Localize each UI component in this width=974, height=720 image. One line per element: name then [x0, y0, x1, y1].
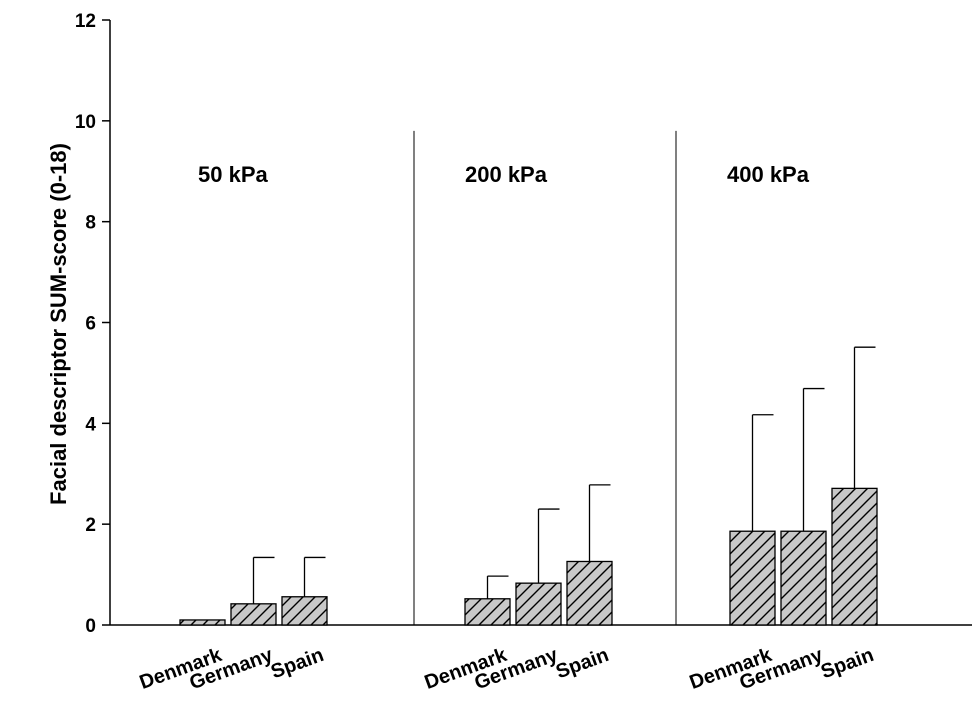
y-tick-label: 8 [85, 213, 96, 234]
category-label: Spain [268, 644, 327, 683]
bar [780, 530, 827, 626]
bar [179, 619, 226, 626]
group-label: 50 kPa [198, 162, 268, 187]
bar [566, 560, 613, 626]
y-tick-label: 2 [85, 515, 96, 536]
bar [464, 598, 511, 626]
category-label: Spain [818, 644, 877, 683]
bar [831, 487, 878, 626]
bar [230, 603, 277, 626]
y-tick-label: 6 [85, 314, 96, 335]
y-tick-label: 0 [85, 616, 96, 637]
y-tick-label: 10 [75, 112, 96, 133]
y-tick-label: 12 [75, 11, 96, 32]
y-axis-title: Facial descriptor SUM-score (0-18) [46, 143, 71, 505]
bar [515, 582, 562, 626]
category-label: Spain [553, 644, 612, 683]
y-tick-label: 4 [85, 414, 96, 435]
group-label: 400 kPa [727, 162, 810, 187]
bar [729, 530, 776, 626]
bar [281, 596, 328, 626]
group-label: 200 kPa [465, 162, 548, 187]
